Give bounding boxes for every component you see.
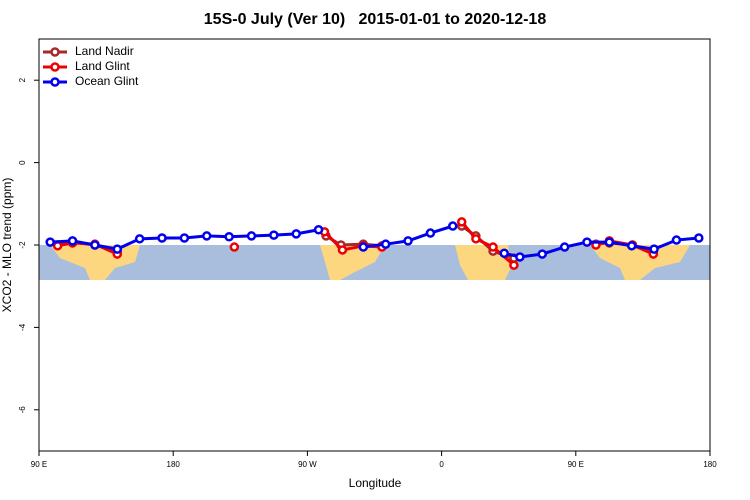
data-point [488, 242, 498, 252]
data-point [291, 229, 301, 239]
data-point [337, 245, 348, 255]
data-point [671, 235, 682, 245]
data-point [604, 237, 615, 247]
legend-label: Land Nadir [75, 44, 134, 58]
data-point [694, 233, 704, 243]
data-point [202, 231, 212, 241]
x-tick-label: 90 W [298, 460, 317, 469]
data-point [559, 242, 570, 252]
legend-marker [50, 62, 60, 72]
data-point [425, 228, 436, 238]
y-tick-label: 0 [18, 160, 27, 165]
data-point [90, 240, 100, 250]
x-axis-label: Longitude [349, 476, 402, 490]
data-point [456, 217, 467, 227]
x-tick-label: 90 E [568, 460, 584, 469]
data-point [380, 239, 391, 249]
data-point [157, 233, 167, 243]
data-point [499, 248, 509, 258]
data-point [134, 234, 145, 244]
x-tick-label: 90 E [31, 460, 47, 469]
data-point [313, 225, 324, 235]
data-point [515, 252, 525, 262]
data-point [45, 237, 55, 247]
data-point [626, 241, 637, 251]
data-point [471, 234, 481, 244]
y-tick-label: -6 [18, 406, 27, 414]
y-tick-label: 2 [18, 77, 27, 82]
data-point [582, 237, 592, 247]
data-point [358, 242, 369, 252]
data-point [179, 233, 190, 243]
y-axis-label: XCO2 - MLO trend (ppm) [0, 178, 14, 313]
x-tick-label: 180 [703, 460, 717, 469]
data-point [224, 232, 234, 242]
x-tick-label: 180 [167, 460, 181, 469]
data-point [537, 249, 547, 259]
y-tick-label: -2 [18, 241, 27, 249]
legend-marker [50, 77, 60, 87]
data-point [112, 244, 123, 254]
chart-title: 15S-0 July (Ver 10) 2015-01-01 to 2020-1… [204, 11, 547, 28]
legend-label: Land Glint [75, 59, 130, 73]
data-point [269, 230, 279, 240]
data-point [52, 241, 63, 251]
data-point [246, 231, 257, 241]
data-point [649, 244, 659, 254]
data-point [229, 242, 240, 252]
legend-label: Ocean Glint [75, 74, 139, 88]
data-point [67, 236, 78, 246]
y-tick-label: -4 [18, 323, 27, 331]
legend-marker [50, 47, 60, 57]
data-point [403, 236, 413, 246]
x-tick-label: 0 [439, 460, 444, 469]
data-point [448, 221, 458, 231]
data-point [509, 260, 519, 270]
